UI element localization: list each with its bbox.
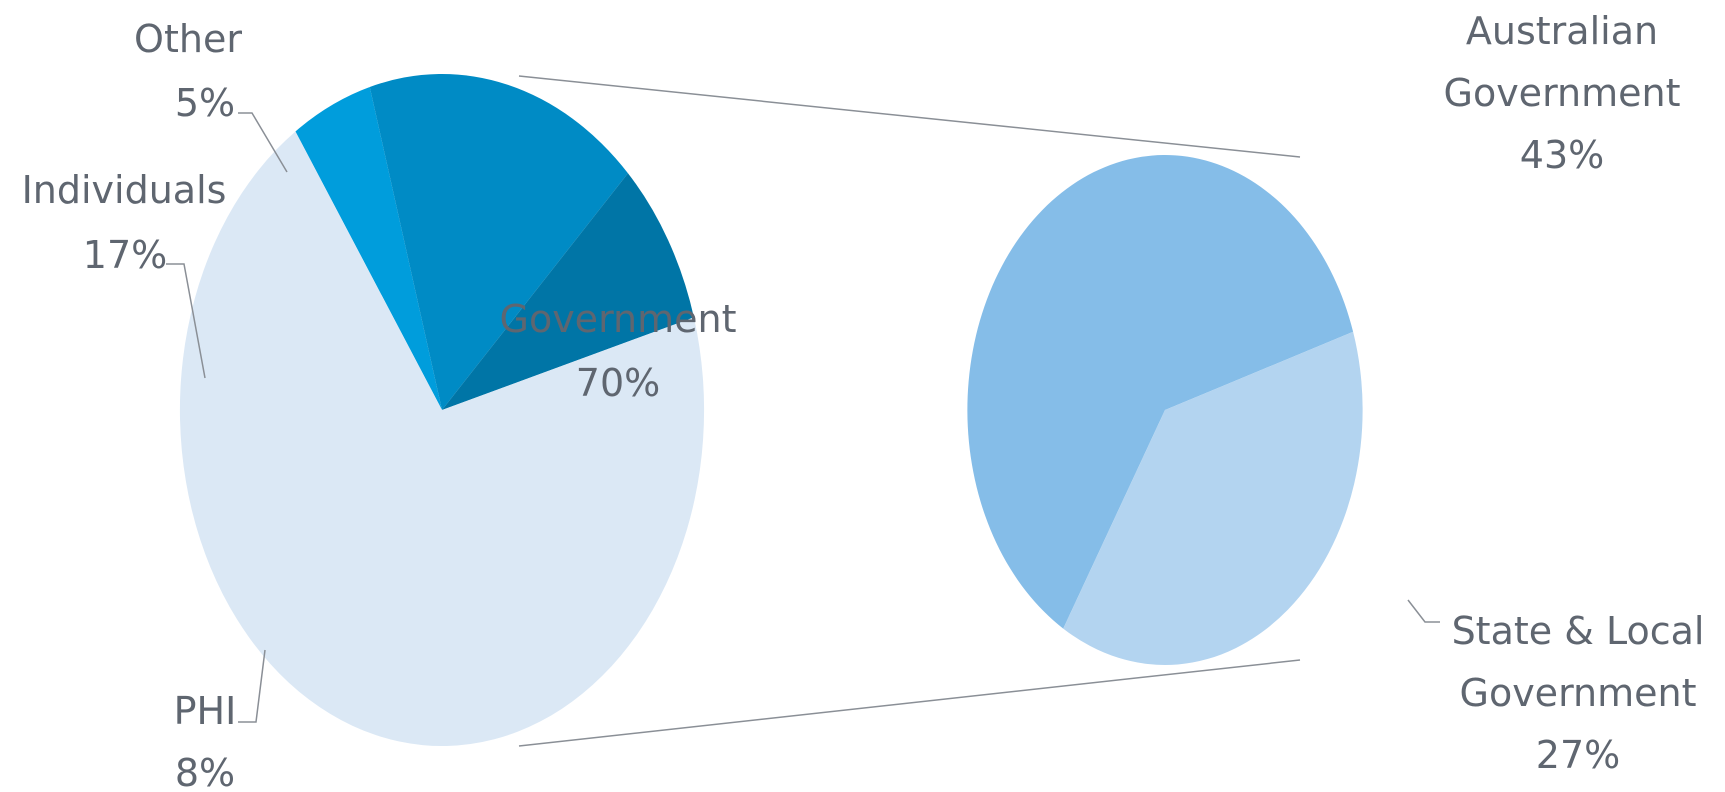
label-state-local-line2: Government [1460,671,1697,715]
pie-slice-individuals [369,73,628,410]
pie-slice-phi [442,173,694,410]
label-phi-value: 8% [175,751,235,792]
leader-line-state-local [1407,599,1440,623]
label-individuals-value: 17% [83,233,167,277]
leader-line-other [238,112,288,173]
label-government-value: 70% [576,361,660,405]
label-phi-name: PHI [174,689,237,733]
label-state-local-line1: State & Local [1452,609,1705,653]
pie-slice-other [295,87,442,411]
leader-line-individuals [166,263,206,379]
pie-slice-state-and-local-government [1063,331,1363,665]
label-state-local-value: 27% [1536,733,1620,777]
label-other-name: Other [134,17,242,61]
label-australian-gov-line1: Australian [1466,9,1658,53]
label-government-name: Government [500,297,737,341]
pie-slice-australian-government [967,154,1354,629]
connector-line-top [518,75,1301,158]
label-individuals-name: Individuals [22,168,227,212]
main-pie [179,73,705,747]
label-australian-gov-line2: Government [1444,71,1681,115]
pie-slice-government [179,131,705,747]
government-breakdown-pie [967,154,1363,665]
connector-line-bottom [518,659,1301,747]
leader-line-phi [238,649,266,723]
label-australian-gov-value: 43% [1520,133,1604,177]
label-other-value: 5% [175,81,235,125]
